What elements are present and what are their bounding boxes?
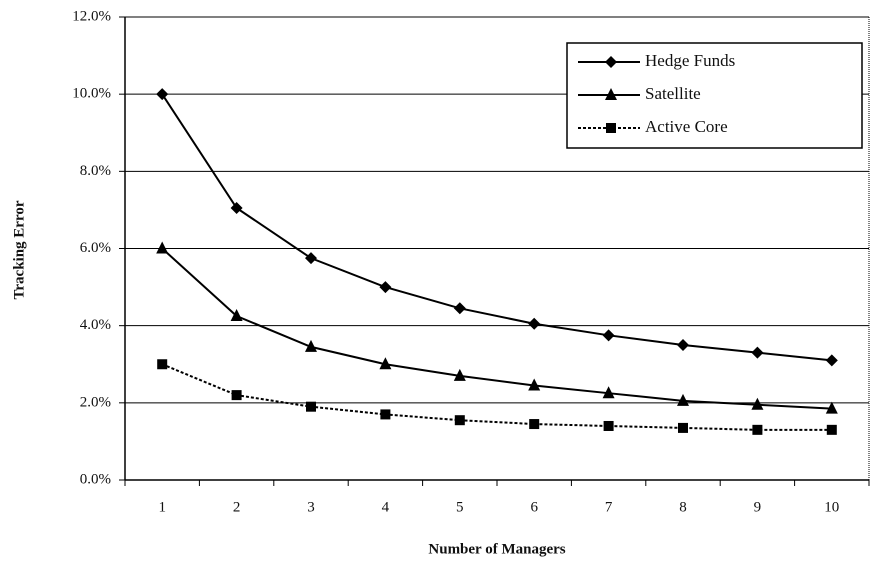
legend-label: Active Core [645, 117, 728, 136]
marker-triangle [453, 368, 466, 381]
marker-square [606, 123, 616, 133]
marker-diamond [453, 302, 466, 315]
marker-diamond [605, 56, 617, 68]
x-tick-label: 2 [233, 499, 241, 515]
y-tick-label: 4.0% [80, 317, 111, 333]
marker-square [529, 419, 540, 430]
marker-square [231, 390, 242, 401]
y-tick-label: 6.0% [80, 240, 111, 256]
legend-label: Satellite [645, 84, 701, 103]
marker-square [603, 420, 614, 431]
marker-diamond [825, 354, 838, 367]
marker-triangle [528, 378, 541, 391]
x-axis-label: Number of Managers [428, 541, 565, 557]
x-tick-label: 9 [754, 499, 762, 515]
marker-square [752, 424, 763, 435]
marker-square [826, 424, 837, 435]
x-tick-label: 8 [679, 499, 687, 515]
marker-triangle [156, 241, 169, 254]
y-tick-label: 0.0% [80, 471, 111, 487]
y-tick-label: 12.0% [72, 8, 111, 24]
marker-diamond [156, 88, 169, 101]
x-tick-label: 7 [605, 499, 613, 515]
x-tick-label: 5 [456, 499, 464, 515]
marker-triangle [379, 357, 392, 370]
marker-square [306, 401, 316, 412]
marker-diamond [677, 338, 689, 351]
marker-square [380, 409, 391, 420]
marker-square [157, 359, 168, 370]
y-axis-label: Tracking Error [11, 200, 27, 299]
series-line [161, 247, 832, 410]
marker-triangle [305, 339, 317, 352]
marker-triangle [677, 393, 689, 406]
x-tick-label: 6 [530, 499, 538, 515]
x-tick-label: 1 [158, 499, 166, 515]
marker-diamond [528, 317, 541, 330]
y-tick-label: 2.0% [80, 394, 111, 410]
marker-diamond [379, 281, 392, 294]
marker-triangle [751, 397, 764, 410]
marker-triangle [605, 88, 617, 100]
series-line [161, 93, 832, 362]
x-tick-label: 3 [307, 499, 315, 515]
marker-diamond [305, 252, 317, 265]
y-tick-label: 10.0% [72, 86, 111, 102]
marker-triangle [602, 386, 615, 399]
x-tick-label: 10 [824, 499, 839, 515]
marker-triangle [825, 401, 838, 414]
marker-diamond [602, 329, 615, 342]
series-line [161, 363, 832, 431]
legend-label: Hedge Funds [645, 51, 735, 70]
marker-diamond [230, 201, 243, 214]
marker-square [454, 415, 465, 426]
marker-triangle [230, 309, 243, 322]
marker-square [678, 422, 688, 433]
marker-diamond [751, 346, 764, 359]
y-tick-label: 8.0% [80, 163, 111, 179]
x-tick-label: 4 [382, 499, 390, 515]
